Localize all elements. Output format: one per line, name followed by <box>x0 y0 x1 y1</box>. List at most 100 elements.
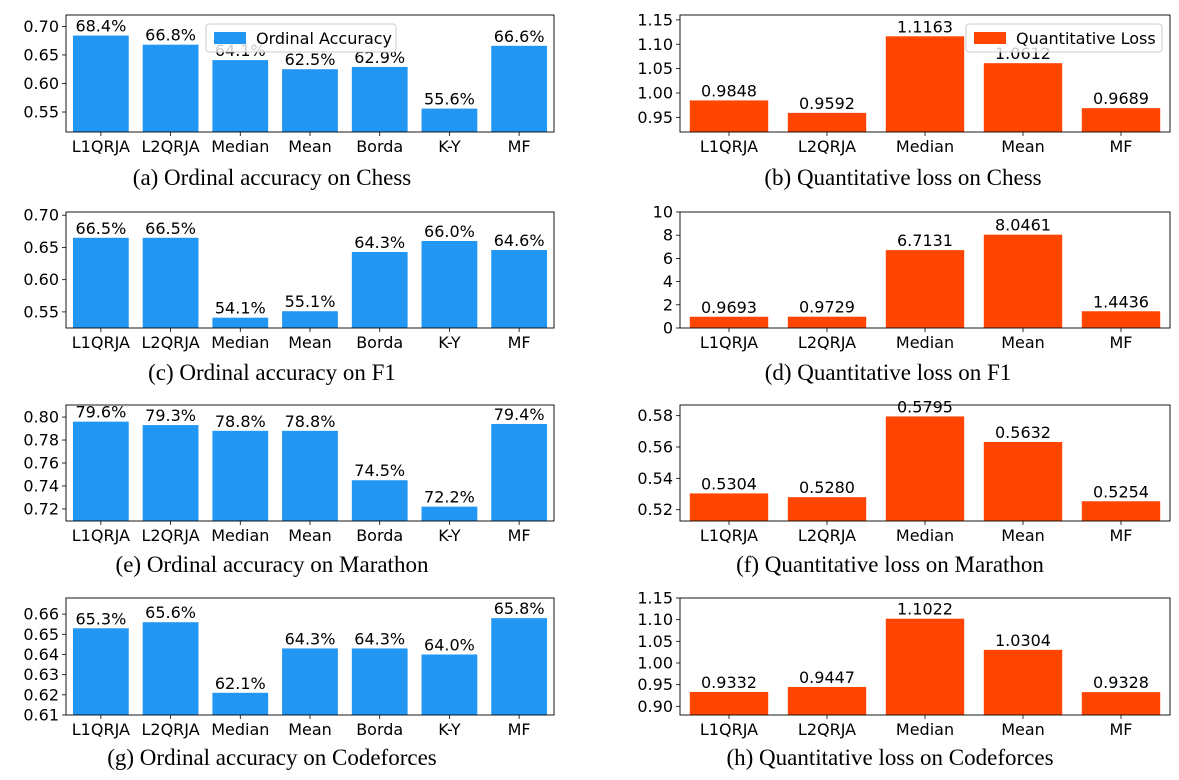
data-label-h-1: 0.9447 <box>799 668 855 687</box>
data-label-g-5: 64.0% <box>424 635 475 654</box>
x-tick-label-f-3: Mean <box>1001 526 1045 545</box>
x-tick-label-b-4: MF <box>1109 137 1132 156</box>
x-tick-label-e-5: K-Y <box>438 526 461 545</box>
bar-a-4 <box>351 66 408 132</box>
x-tick-label-c-1: L2QRJA <box>141 333 199 352</box>
bar-h-3 <box>983 649 1063 715</box>
data-label-h-3: 1.0304 <box>995 631 1051 650</box>
data-label-f-0: 0.5304 <box>701 474 757 493</box>
bar-e-6 <box>491 423 548 521</box>
bar-d-2 <box>885 250 965 328</box>
bar-a-1 <box>142 44 199 132</box>
x-tick-label-g-0: L1QRJA <box>72 720 130 739</box>
x-tick-label-a-0: L1QRJA <box>72 137 130 156</box>
legend-label-b: Quantitative Loss <box>1016 29 1156 48</box>
data-label-e-1: 79.3% <box>145 406 196 425</box>
x-tick-label-g-2: Median <box>211 720 269 739</box>
bar-g-5 <box>421 654 478 715</box>
x-tick-label-h-1: L2QRJA <box>798 720 856 739</box>
x-tick-label-g-1: L2QRJA <box>141 720 199 739</box>
y-tick-label-d-0: 0 <box>663 319 673 338</box>
bar-g-3 <box>282 648 338 715</box>
chart-g: 65.3% L1QRJA 65.6% L2QRJA 62.1% Median 64.3% Me… <box>23 597 555 770</box>
x-tick-label-f-0: L1QRJA <box>700 526 758 545</box>
caption-b: (b) Quantitative loss on Chess <box>764 165 1041 190</box>
data-label-b-0: 0.9848 <box>701 81 757 100</box>
y-tick-label-b-0: 0.95 <box>637 108 673 127</box>
x-tick-label-h-2: Median <box>896 720 954 739</box>
bar-e-4 <box>351 480 408 521</box>
caption-h: (h) Quantitative loss on Codeforces <box>726 745 1053 770</box>
y-tick-label-e-2: 0.76 <box>23 454 59 473</box>
plot-frame-b <box>679 14 1171 133</box>
bar-e-1 <box>142 425 199 521</box>
bar-f-4 <box>1081 501 1161 521</box>
legend-swatch-a <box>214 32 246 44</box>
x-tick-label-a-4: Borda <box>356 137 403 156</box>
bar-f-1 <box>787 497 867 521</box>
y-tick-label-f-1: 0.54 <box>637 469 673 488</box>
x-tick-label-g-5: K-Y <box>438 720 461 739</box>
caption-g: (g) Ordinal accuracy on Codeforces <box>107 745 437 770</box>
x-tick-label-e-6: MF <box>508 526 531 545</box>
bar-d-0 <box>689 316 769 328</box>
legend-box-b <box>965 23 1163 53</box>
y-tick-label-h-0: 0.90 <box>637 697 673 716</box>
x-tick-label-h-0: L1QRJA <box>700 720 758 739</box>
bar-e-3 <box>282 430 338 521</box>
plot-frame-e <box>65 404 555 522</box>
x-tick-label-e-4: Borda <box>356 526 403 545</box>
data-label-b-1: 0.9592 <box>799 94 855 113</box>
data-label-c-1: 66.5% <box>145 219 196 238</box>
data-label-e-2: 78.8% <box>215 412 266 431</box>
x-tick-label-a-5: K-Y <box>438 137 461 156</box>
bar-f-0 <box>689 493 769 521</box>
x-tick-label-a-1: L2QRJA <box>141 137 199 156</box>
y-tick-label-c-2: 0.65 <box>23 238 59 257</box>
x-tick-label-h-3: Mean <box>1001 720 1045 739</box>
data-label-g-0: 65.3% <box>75 609 126 628</box>
data-label-g-2: 62.1% <box>215 674 266 693</box>
bar-e-0 <box>72 421 129 521</box>
x-tick-label-c-0: L1QRJA <box>72 333 130 352</box>
x-tick-label-a-6: MF <box>508 137 531 156</box>
bar-d-1 <box>787 316 867 328</box>
x-tick-label-g-6: MF <box>508 720 531 739</box>
data-label-g-1: 65.6% <box>145 603 196 622</box>
y-tick-label-e-0: 0.72 <box>23 499 59 518</box>
caption-e: (e) Ordinal accuracy on Marathon <box>116 552 429 577</box>
bar-e-2 <box>212 430 269 521</box>
chart-c: 66.5% L1QRJA 66.5% L2QRJA 54.1% Median 55.1% Me… <box>23 206 555 385</box>
bar-e-5 <box>421 506 478 521</box>
x-tick-label-g-3: Mean <box>288 720 332 739</box>
plot-frame-g <box>65 597 555 716</box>
x-tick-label-c-5: K-Y <box>438 333 461 352</box>
plot-frame-a <box>65 14 555 133</box>
data-label-f-1: 0.5280 <box>799 478 855 497</box>
legend-label-a: Ordinal Accuracy <box>256 29 392 48</box>
y-tick-label-h-2: 1.00 <box>637 654 673 673</box>
x-tick-label-c-2: Median <box>211 333 269 352</box>
legend-b: Quantitative Loss <box>965 23 1163 53</box>
data-label-d-4: 1.4436 <box>1093 292 1149 311</box>
chart-f: 0.5304 L1QRJA 0.5280 L2QRJA 0.5795 Median 0.56… <box>637 397 1171 577</box>
data-label-e-6: 79.4% <box>494 405 545 424</box>
bar-a-6 <box>491 45 548 132</box>
data-label-d-2: 6.7131 <box>897 231 953 250</box>
data-label-c-4: 64.3% <box>354 233 405 252</box>
x-tick-label-f-4: MF <box>1109 526 1132 545</box>
y-tick-label-g-4: 0.65 <box>23 625 59 644</box>
chart-d: 0.9693 L1QRJA 0.9729 L2QRJA 6.7131 Median 8.04… <box>653 203 1171 385</box>
bar-c-6 <box>491 250 548 328</box>
bar-h-4 <box>1081 692 1161 715</box>
x-tick-label-f-1: L2QRJA <box>798 526 856 545</box>
x-tick-label-d-4: MF <box>1109 333 1132 352</box>
data-label-h-4: 0.9328 <box>1093 673 1149 692</box>
y-tick-label-a-1: 0.60 <box>23 74 59 93</box>
bar-f-3 <box>983 441 1063 521</box>
x-tick-label-b-0: L1QRJA <box>700 137 758 156</box>
y-tick-label-b-3: 1.10 <box>637 35 673 54</box>
x-tick-label-e-1: L2QRJA <box>141 526 199 545</box>
bar-c-5 <box>421 241 478 328</box>
bar-g-4 <box>351 648 408 715</box>
